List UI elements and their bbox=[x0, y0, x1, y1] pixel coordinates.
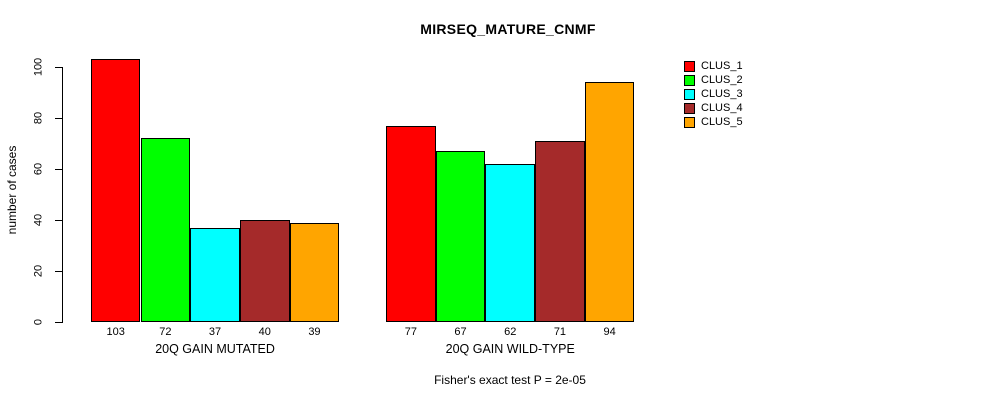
legend-swatch-clus_2 bbox=[684, 75, 695, 87]
legend-item: CLUS_5 bbox=[684, 115, 743, 129]
legend-label: CLUS_1 bbox=[701, 60, 743, 73]
legend-item: CLUS_4 bbox=[684, 101, 743, 115]
legend-label: CLUS_4 bbox=[701, 101, 743, 114]
legend-swatch-clus_5 bbox=[684, 116, 695, 128]
y-tick bbox=[55, 220, 62, 221]
bar-value-label: 71 bbox=[553, 326, 567, 338]
legend-item: CLUS_2 bbox=[684, 74, 743, 88]
bar-value-label: 39 bbox=[308, 326, 321, 338]
y-tick-label: 60 bbox=[32, 162, 45, 176]
legend-swatch-clus_3 bbox=[684, 88, 695, 100]
bar-clus_5-group2 bbox=[584, 82, 635, 322]
legend-swatch-clus_1 bbox=[684, 61, 695, 73]
legend: CLUS_1 CLUS_2 CLUS_3 CLUS_4 CLUS_5 bbox=[684, 60, 743, 129]
chart-title: MIRSEQ_MATURE_CNMF bbox=[420, 21, 596, 37]
bar-value-label: 67 bbox=[454, 326, 467, 338]
x-group-label: 20Q GAIN WILD-TYPE bbox=[445, 342, 575, 356]
bar-value-label: 72 bbox=[159, 326, 172, 338]
bar-clus_3-group2 bbox=[485, 163, 536, 322]
bar-value-label: 77 bbox=[404, 326, 417, 338]
bar-value-label: 37 bbox=[208, 326, 222, 338]
bar-value-label: 94 bbox=[603, 326, 616, 338]
bar-value-label: 103 bbox=[106, 326, 125, 338]
bar-value-label: 62 bbox=[504, 326, 517, 338]
bar-clus_2-group2 bbox=[435, 151, 486, 322]
x-group-label: 20Q GAIN MUTATED bbox=[155, 342, 275, 356]
legend-label: CLUS_2 bbox=[701, 74, 743, 87]
bar-clus_1-group1 bbox=[90, 59, 141, 322]
legend-swatch-clus_4 bbox=[684, 102, 695, 114]
y-axis-line bbox=[62, 67, 63, 323]
y-tick-label: 20 bbox=[32, 264, 45, 278]
y-tick-label: 80 bbox=[32, 111, 45, 125]
legend-item: CLUS_1 bbox=[684, 60, 743, 74]
bar-clus_3-group1 bbox=[190, 227, 240, 322]
y-tick bbox=[55, 118, 62, 119]
y-tick-label: 100 bbox=[32, 57, 45, 77]
y-tick-label: 40 bbox=[32, 213, 45, 227]
y-tick bbox=[55, 67, 62, 68]
bar-clus_2-group1 bbox=[140, 138, 191, 322]
legend-item: CLUS_3 bbox=[684, 88, 743, 102]
bar-clus_4-group1 bbox=[239, 220, 290, 322]
bar-clus_1-group2 bbox=[386, 125, 436, 322]
caption-fishers-test: Fisher's exact test P = 2e-05 bbox=[434, 373, 586, 387]
y-tick bbox=[55, 322, 62, 323]
bar-value-label: 40 bbox=[258, 326, 271, 338]
legend-label: CLUS_3 bbox=[701, 87, 743, 100]
bar-clus_4-group2 bbox=[535, 140, 585, 322]
y-tick bbox=[55, 271, 62, 272]
bar-clus_5-group1 bbox=[289, 222, 340, 322]
y-tick-label: 0 bbox=[32, 318, 45, 326]
legend-label: CLUS_5 bbox=[701, 115, 743, 128]
y-tick bbox=[55, 169, 62, 170]
